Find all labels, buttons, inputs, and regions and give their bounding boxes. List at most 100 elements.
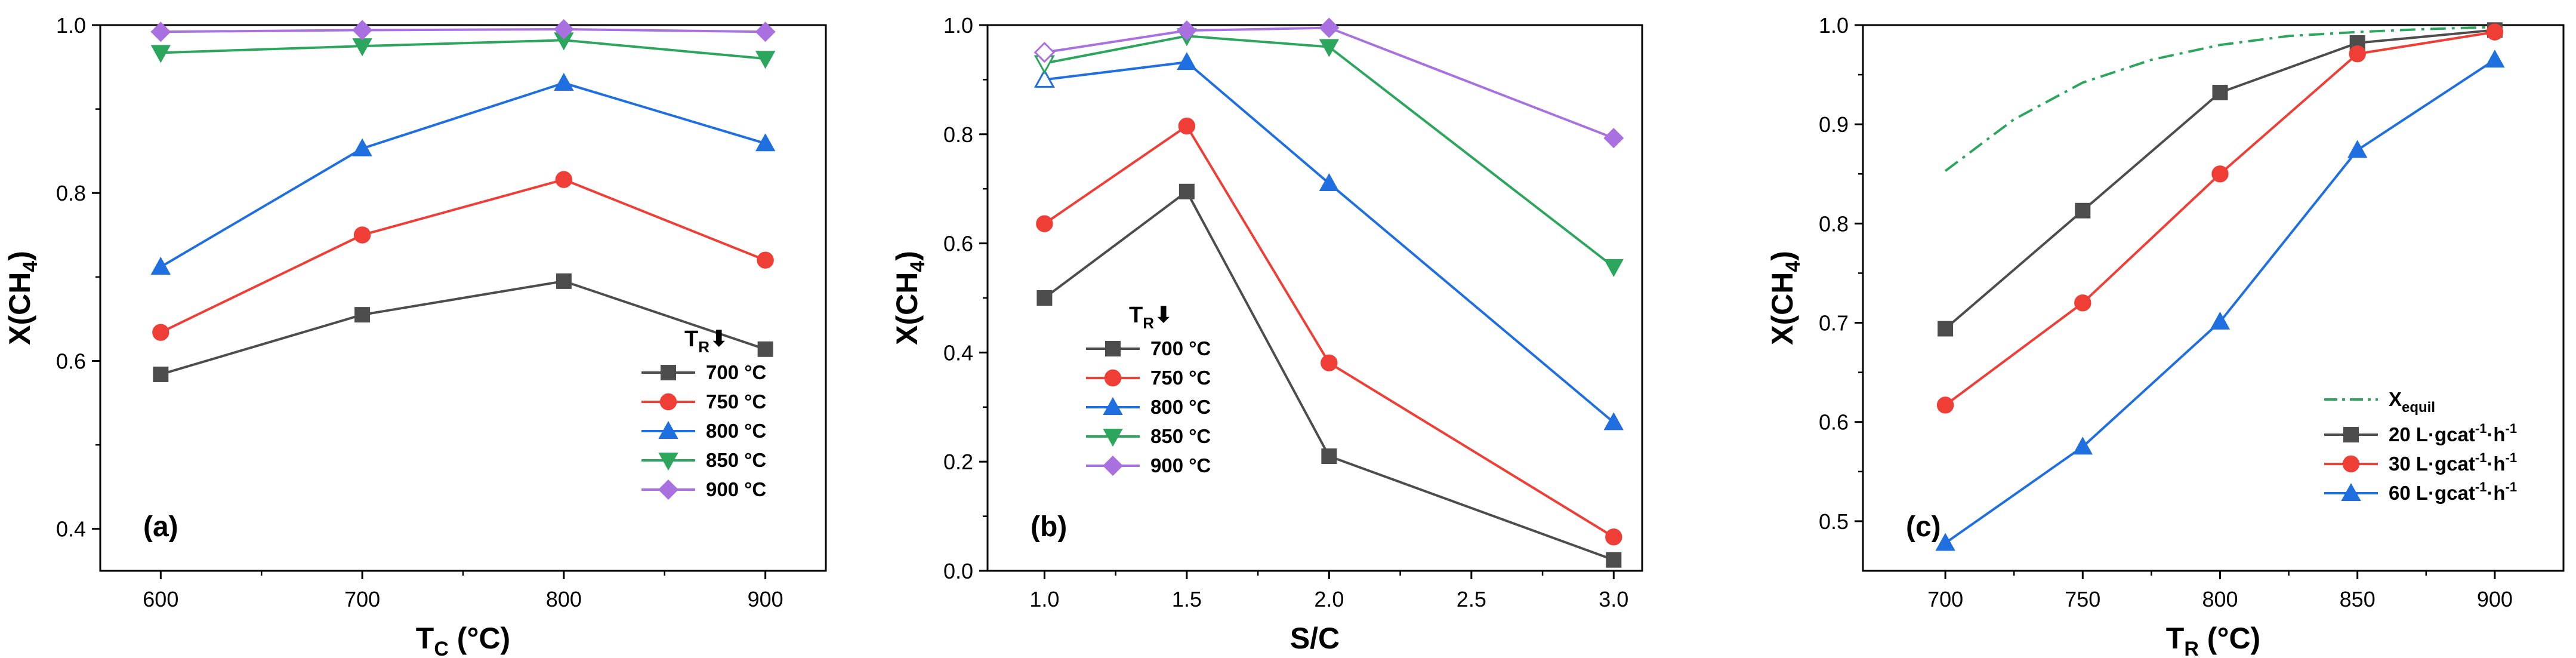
data-point: [1603, 259, 1624, 277]
data-point: [150, 256, 171, 275]
y-tick-label: 0.5: [1819, 509, 1849, 534]
data-point: [2211, 165, 2229, 183]
data-point: [2074, 294, 2091, 312]
chart-panel-c: 700 750 800 850 900 0.5 0.6 0.7 0.8 0.9 1.0 TR (°C)…: [1766, 13, 2565, 658]
legend-title: TR⬇: [1129, 303, 1173, 332]
data-point: [755, 21, 776, 42]
data-point: [1935, 533, 1955, 551]
data-point: [354, 307, 371, 323]
y-tick-label: 0.7: [1819, 311, 1849, 336]
series-line: [161, 28, 766, 33]
y-tick-label: 0.8: [1819, 211, 1849, 236]
data-point: [1179, 183, 1195, 199]
series-2: [1034, 52, 1624, 431]
y-tick-label: 0.8: [56, 181, 86, 205]
x-tick-label: 3.0: [1599, 587, 1628, 611]
series-line: [1044, 189, 1614, 561]
y-tick-label: 0.6: [943, 232, 973, 256]
data-point: [755, 133, 776, 152]
data-point: [1603, 128, 1624, 149]
data-point: [553, 19, 574, 40]
series-line: [1044, 124, 1615, 539]
data-point: [1321, 448, 1337, 465]
chart-panel-a: 600 700 800 900 0.4 0.6 0.8 1.0 TC (°C) X(CH4) (a)…: [3, 13, 827, 658]
data-point: [757, 341, 773, 357]
data-point: [2486, 23, 2504, 41]
data-point: [1036, 215, 1053, 232]
legend-marker: [1104, 369, 1122, 387]
legend-label: 850 °C: [1150, 425, 1211, 447]
legend-marker: [1102, 455, 1124, 476]
y-axis-title: X(CH4): [3, 251, 42, 345]
legend: TR⬇ 700 °C 750 °C 800 °C 850 °C 900 °C: [641, 327, 766, 500]
legend-label-equilibrium: Xequil: [2389, 388, 2435, 416]
y-tick-label: 0.9: [1819, 112, 1849, 137]
data-point: [2210, 311, 2231, 330]
data-point: [554, 72, 574, 91]
x-tick-label: 800: [2202, 587, 2238, 611]
data-point: [1034, 69, 1055, 88]
data-point: [1936, 396, 1954, 414]
data-point: [2349, 45, 2366, 63]
data-point: [2485, 50, 2505, 68]
x-tick-label: 750: [2065, 587, 2100, 611]
series-line: [160, 279, 766, 376]
series-4: [1034, 17, 1624, 149]
legend-label: 900 °C: [1150, 454, 1211, 476]
x-axis-title: TC (°C): [416, 622, 510, 658]
y-tick-label: 0.2: [943, 450, 973, 474]
x-axis-title: TR (°C): [2166, 622, 2260, 658]
data-point: [556, 273, 572, 289]
legend: TR⬇ 700 °C 750 °C 800 °C 850 °C 900 °C: [1086, 303, 1211, 476]
legend-marker: [1103, 396, 1123, 415]
data-point: [1321, 354, 1338, 371]
x-tick-label: 1.0: [1029, 587, 1059, 611]
legend-marker: [658, 420, 678, 439]
legend-label: 850 °C: [706, 449, 766, 471]
legend-label: 60 L·gcat-1·h-1: [2389, 479, 2517, 504]
data-point: [757, 251, 774, 269]
data-point: [1319, 173, 1340, 192]
legend-marker: [2343, 427, 2359, 442]
y-tick-label: 1.0: [56, 13, 86, 38]
data-point: [755, 51, 776, 69]
legend-marker: [658, 479, 679, 500]
x-tick-label: 2.0: [1314, 587, 1344, 611]
data-point: [1938, 321, 1954, 337]
y-tick-label: 0.4: [56, 517, 86, 542]
data-point: [2347, 140, 2368, 158]
legend-label: 750 °C: [1150, 367, 1211, 389]
data-point: [1606, 552, 1622, 568]
series-1: [152, 171, 774, 341]
series-1: [1936, 23, 2504, 414]
legend-marker: [1105, 341, 1121, 356]
series-line: [1044, 26, 1615, 140]
data-point: [1603, 412, 1624, 431]
data-point: [2075, 202, 2091, 219]
x-tick-label: 700: [344, 587, 380, 611]
legend-marker: [2342, 455, 2360, 473]
series-2: [150, 72, 776, 275]
series-1: [1036, 117, 1622, 546]
legend-label: 20 L·gcat-1·h-1: [2389, 421, 2517, 445]
panel-label: (b): [1031, 511, 1067, 543]
data-point: [150, 21, 171, 42]
legend-label: 30 L·gcat-1·h-1: [2389, 450, 2517, 475]
panel-label: (a): [143, 511, 178, 543]
x-tick-label: 700: [1927, 587, 1963, 611]
x-tick-label: 2.5: [1457, 587, 1486, 611]
data-point: [2212, 85, 2228, 101]
data-point: [1177, 52, 1197, 70]
x-tick-label: 850: [2340, 587, 2376, 611]
data-point: [555, 171, 573, 188]
x-tick-label: 600: [143, 587, 178, 611]
series-2: [1935, 50, 2505, 551]
data-point: [1178, 117, 1196, 135]
data-point: [152, 324, 169, 341]
series-0: [153, 273, 773, 382]
data-point: [150, 45, 171, 63]
legend-marker: [2341, 482, 2361, 501]
x-tick-label: 900: [2477, 587, 2513, 611]
x-tick-label: 1.5: [1172, 587, 1202, 611]
y-axis-title: X(CH4): [1766, 251, 1804, 345]
